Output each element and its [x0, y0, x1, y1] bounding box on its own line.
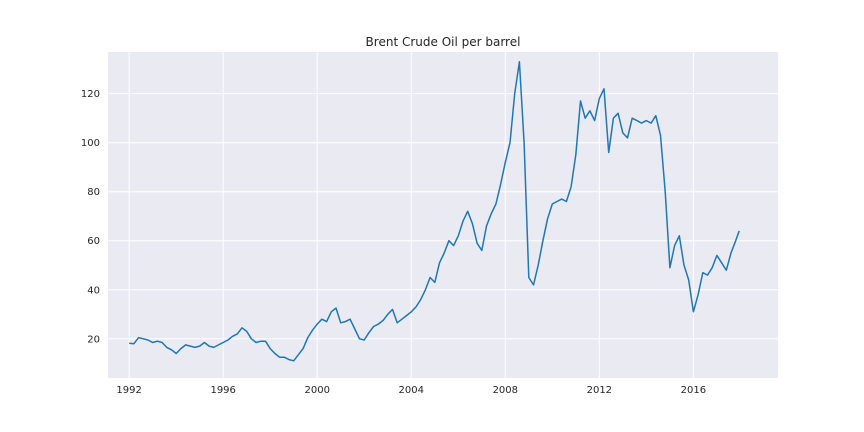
x-tick-label: 1996 [210, 385, 235, 396]
x-tick-labels: 1992 1996 2000 2004 2008 2012 2016 [116, 385, 706, 396]
x-tick-label: 2016 [681, 385, 706, 396]
y-tick-label: 80 [87, 187, 100, 198]
x-tick-label: 2008 [493, 385, 518, 396]
y-tick-labels: 20 40 60 80 100 120 [81, 89, 100, 345]
chart-title: Brent Crude Oil per barrel [366, 35, 521, 49]
y-tick-label: 40 [87, 285, 100, 296]
y-gridlines [108, 93, 778, 340]
plot-background [108, 52, 778, 378]
brent-price-line [129, 61, 740, 362]
y-tick-label: 20 [87, 334, 100, 345]
y-tick-label: 120 [81, 89, 100, 100]
y-tick-label: 60 [87, 236, 100, 247]
x-tick-label: 1992 [116, 385, 141, 396]
x-tick-label: 2004 [399, 385, 424, 396]
x-tick-label: 2012 [587, 385, 612, 396]
y-tick-label: 100 [81, 138, 100, 149]
x-gridlines [128, 52, 694, 378]
x-tick-label: 2000 [305, 385, 330, 396]
